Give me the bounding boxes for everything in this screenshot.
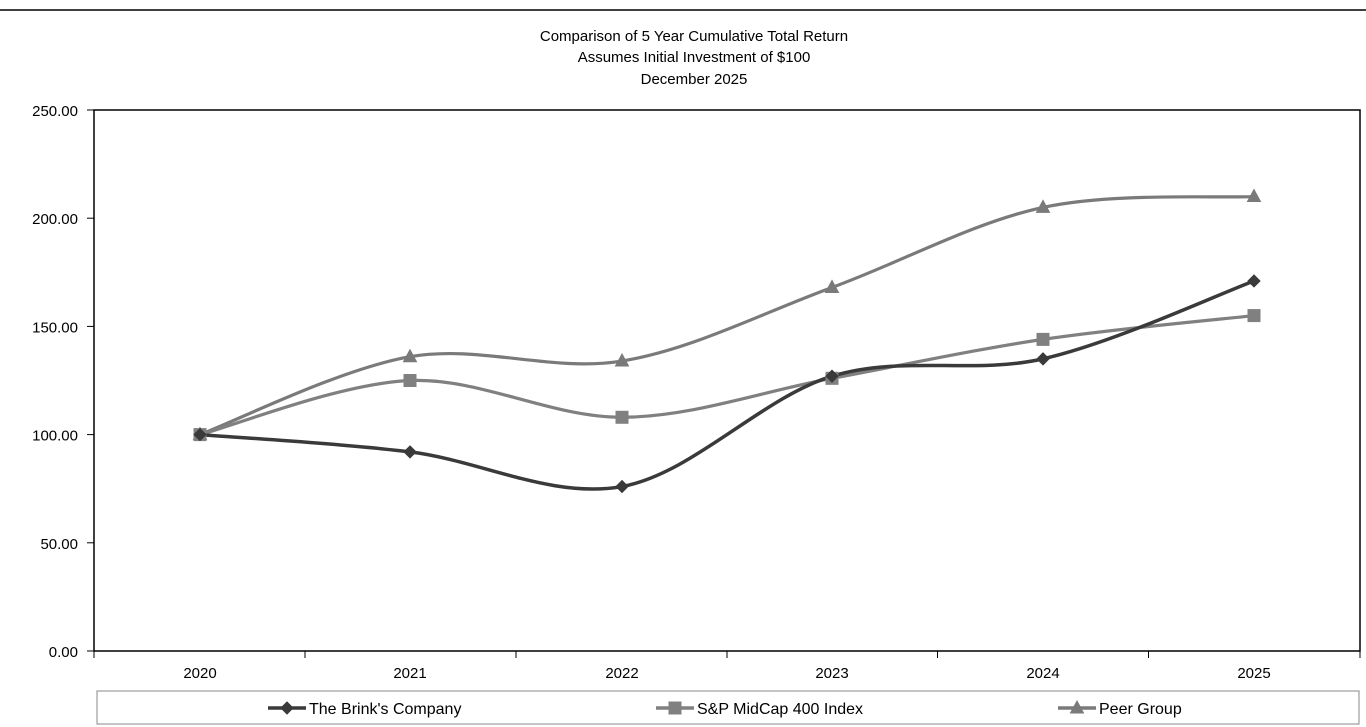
data-point-peer-group xyxy=(614,352,630,367)
data-point-peer-group xyxy=(1035,199,1051,213)
y-tick-label: 100.00 xyxy=(32,428,78,445)
y-tick-label: 150.00 xyxy=(32,319,78,336)
series-line-peer-group xyxy=(198,194,1256,437)
data-point-the-brink-s-company xyxy=(403,445,417,459)
legend-marker-the-brink-s-company xyxy=(280,701,294,715)
y-tick-label: 50.00 xyxy=(40,536,78,553)
chart-title-line-2: Assumes Initial Investment of $100 xyxy=(578,49,811,66)
series-line-s-p-midcap-400-index xyxy=(198,313,1256,437)
data-point-peer-group xyxy=(402,348,418,363)
y-tick-label: 0.00 xyxy=(49,644,78,661)
legend-label-peer-group: Peer Group xyxy=(1099,701,1182,718)
data-point-the-brink-s-company xyxy=(193,427,207,442)
y-tick-label: 250.00 xyxy=(32,103,78,120)
legend-box xyxy=(96,690,1360,725)
data-point-the-brink-s-company xyxy=(615,479,629,494)
plot-area xyxy=(93,109,1361,652)
series-line-the-brink-s-company xyxy=(198,279,1256,491)
legend-marker-s-p-midcap-400-index xyxy=(668,701,682,715)
x-tick-label: 2020 xyxy=(183,665,216,682)
data-point-peer-group xyxy=(824,279,840,293)
y-axis: 0.00 50.00 100.00 150.00 200.00 250.00 xyxy=(32,103,94,661)
data-point-s-p-midcap-400-index xyxy=(1247,309,1261,323)
series-lines xyxy=(198,194,1256,491)
x-tick-label: 2023 xyxy=(815,665,848,682)
series-markers xyxy=(192,188,1262,494)
x-tick-label: 2022 xyxy=(605,665,638,682)
data-point-the-brink-s-company xyxy=(1036,352,1050,366)
data-point-s-p-midcap-400-index xyxy=(615,410,629,424)
data-point-s-p-midcap-400-index xyxy=(403,374,417,387)
x-axis: 2020 2021 2022 2023 2024 2025 xyxy=(93,651,1361,682)
x-tick-label: 2021 xyxy=(393,665,426,682)
data-point-peer-group xyxy=(1246,188,1262,203)
chart-title-line-1: Comparison of 5 Year Cumulative Total Re… xyxy=(540,28,848,45)
legend: The Brink's Company S&P MidCap 400 Index P… xyxy=(268,699,1182,718)
data-point-the-brink-s-company xyxy=(825,369,839,383)
x-tick-label: 2025 xyxy=(1237,665,1270,682)
data-point-s-p-midcap-400-index xyxy=(1036,332,1050,346)
x-tick-label: 2024 xyxy=(1026,665,1059,682)
chart-title-line-3: December 2025 xyxy=(641,71,748,88)
legend-marker-peer-group xyxy=(1069,699,1085,714)
y-tick-label: 200.00 xyxy=(32,211,78,228)
data-point-the-brink-s-company xyxy=(1247,274,1261,288)
legend-label-s-p-midcap-400-index: S&P MidCap 400 Index xyxy=(697,701,863,718)
legend-label-the-brink-s-company: The Brink's Company xyxy=(309,701,461,718)
